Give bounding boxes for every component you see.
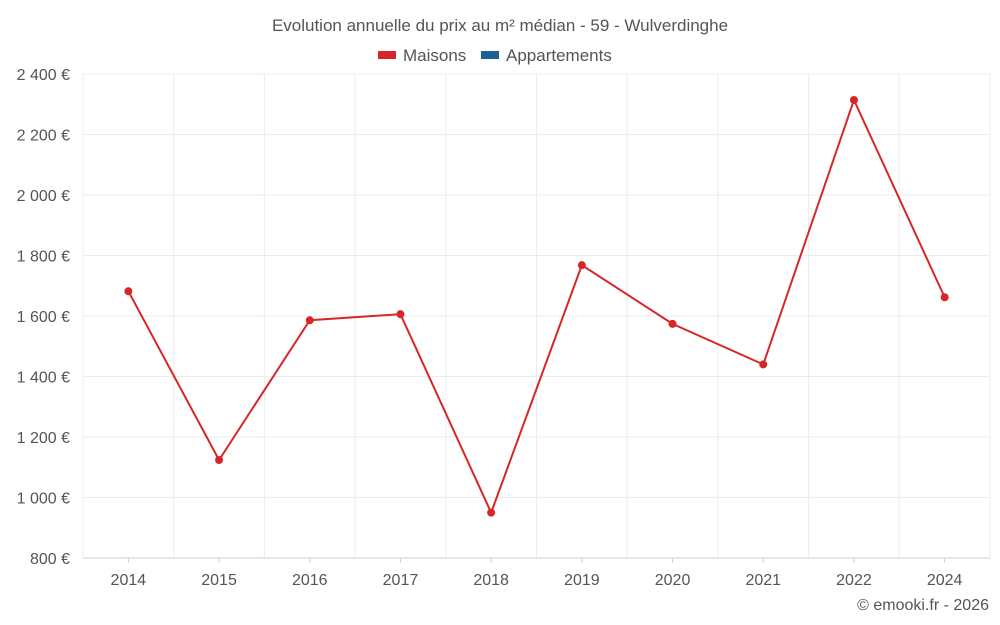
legend-swatch-maisons (378, 51, 396, 59)
data-point-2019[interactable] (577, 261, 586, 270)
y-axis-ticks: 800 € 1 000 € 1 200 € 1 400 € 1 600 € 1 800 €… (17, 67, 70, 568)
x-tick-label: 2022 (836, 572, 872, 589)
y-tick-label: 2 000 € (17, 188, 70, 205)
y-tick-label: 800 € (30, 551, 70, 568)
data-point-2020[interactable] (668, 319, 677, 328)
legend-label-appartements: Appartements (506, 46, 612, 65)
legend-label-maisons: Maisons (403, 46, 466, 65)
y-tick-label: 1 000 € (17, 491, 70, 508)
y-tick-label: 1 800 € (17, 249, 70, 266)
x-tick-label: 2020 (655, 572, 691, 589)
chart-title: Evolution annuelle du prix au m² médian … (272, 16, 728, 35)
y-tick-label: 1 400 € (17, 370, 70, 387)
data-point-2024[interactable] (940, 293, 949, 302)
legend: Maisons Appartements (378, 46, 612, 65)
x-tick-label: 2019 (564, 572, 600, 589)
x-tick-label: 2018 (473, 572, 509, 589)
x-tick-label: 2016 (292, 572, 328, 589)
x-tick-label: 2021 (745, 572, 781, 589)
data-point-2022[interactable] (849, 96, 858, 105)
data-point-2017[interactable] (396, 310, 405, 319)
grid (82, 73, 991, 558)
x-tick-label: 2015 (201, 572, 237, 589)
y-tick-label: 2 400 € (17, 67, 70, 84)
y-tick-label: 2 200 € (17, 128, 70, 145)
x-axis-ticks: 2014 2015 2016 2017 2018 2019 2020 2021 2022 2024 (111, 558, 963, 589)
x-tick-label: 2024 (927, 572, 963, 589)
legend-item-appartements[interactable]: Appartements (481, 46, 612, 65)
series-maisons (124, 96, 949, 517)
data-point-2016[interactable] (305, 316, 314, 325)
data-point-2014[interactable] (124, 287, 133, 296)
series-line-maisons (127, 97, 946, 516)
x-tick-label: 2017 (383, 572, 419, 589)
credit-text: © emooki.fr - 2026 (857, 597, 989, 614)
data-point-2021[interactable] (759, 360, 768, 369)
legend-item-maisons[interactable]: Maisons (378, 46, 466, 65)
x-tick-label: 2014 (111, 572, 147, 589)
legend-swatch-appartements (481, 51, 499, 59)
y-tick-label: 1 600 € (17, 309, 70, 326)
data-point-2018[interactable] (487, 508, 496, 517)
data-point-2015[interactable] (215, 455, 224, 464)
y-tick-label: 1 200 € (17, 430, 70, 447)
